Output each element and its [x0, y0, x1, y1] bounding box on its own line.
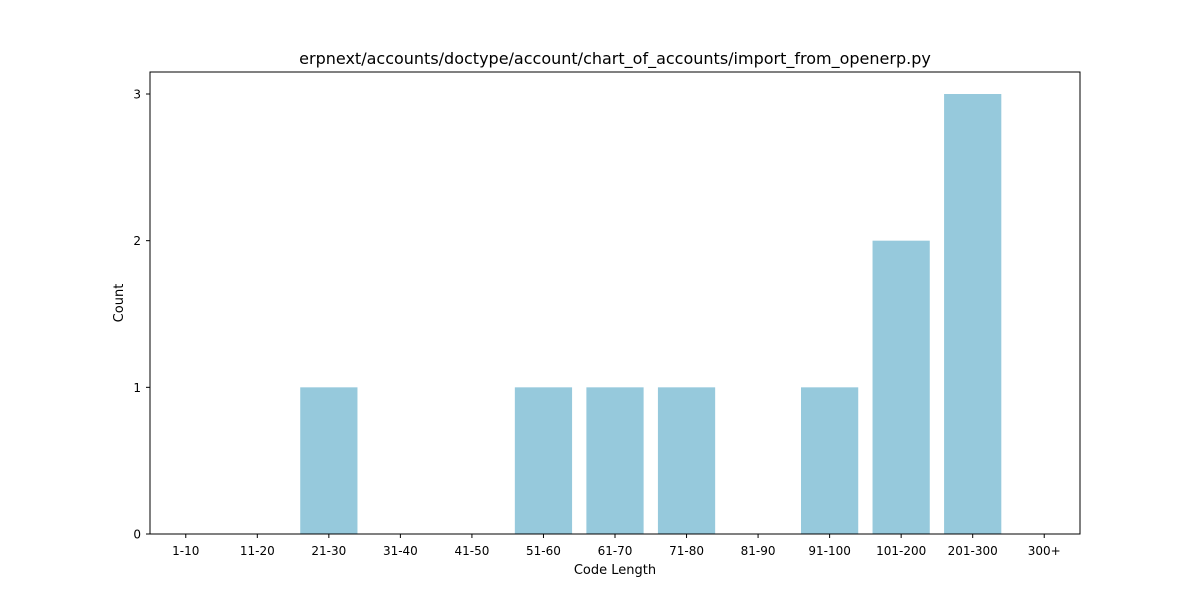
- x-tick-label: 300+: [1028, 544, 1061, 558]
- x-tick-label: 51-60: [526, 544, 561, 558]
- bar-71-80: [657, 387, 716, 534]
- x-tick-label: 101-200: [876, 544, 926, 558]
- x-tick-label: 31-40: [383, 544, 418, 558]
- x-tick-label: 91-100: [808, 544, 851, 558]
- x-tick-label: 81-90: [741, 544, 776, 558]
- x-tick-label: 11-20: [240, 544, 275, 558]
- bar-91-100: [801, 387, 859, 534]
- y-tick-label: 1: [133, 381, 141, 395]
- x-axis-label: Code Length: [574, 563, 656, 578]
- plot-frame: [149, 71, 1081, 535]
- bar-21-30: [300, 387, 358, 534]
- x-tick-label: 201-300: [948, 544, 998, 558]
- x-axis: 1-10 11-20 21-30 31-40 41-50 51-60 61-70 71-80 8…: [172, 534, 1061, 558]
- y-tick-label: 3: [133, 88, 141, 102]
- y-tick-label: 2: [133, 234, 141, 248]
- bar-51-60: [514, 387, 573, 534]
- x-tick-label: 41-50: [454, 544, 489, 558]
- plot-area: [300, 94, 1002, 534]
- chart-title: erpnext/accounts/doctype/account/chart_o…: [299, 49, 931, 69]
- x-tick-label: 1-10: [172, 544, 199, 558]
- y-axis-label: Count: [112, 284, 127, 323]
- bar-101-200: [872, 240, 930, 534]
- bar-61-70: [586, 387, 644, 534]
- x-tick-label: 61-70: [598, 544, 633, 558]
- y-tick-label: 0: [133, 528, 141, 542]
- x-tick-label: 71-80: [669, 544, 704, 558]
- x-tick-label: 21-30: [311, 544, 346, 558]
- y-axis: 0 1 2 3: [133, 88, 150, 542]
- bar-201-300: [944, 94, 1002, 534]
